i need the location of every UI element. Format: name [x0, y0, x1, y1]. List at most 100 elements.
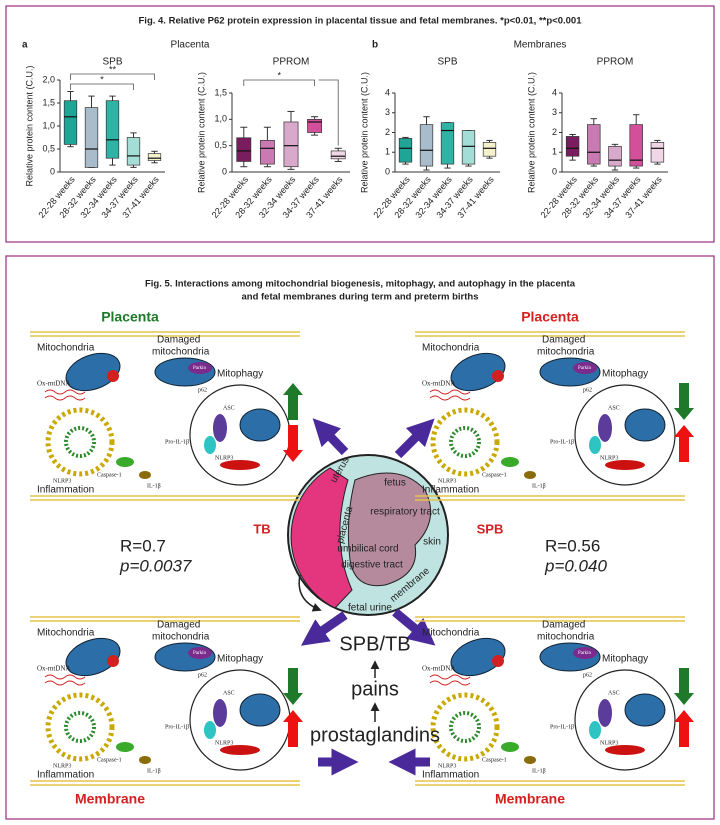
inflammation-label: Inflammation — [37, 770, 94, 781]
fig4-frame — [5, 5, 715, 243]
y-axis-label: Relative protein content (C.U.) — [526, 72, 536, 193]
damaged-label: mitochondria — [537, 347, 595, 358]
significance-bracket — [243, 79, 315, 86]
caspase-blob — [501, 457, 519, 467]
damaged-label: Damaged — [542, 620, 585, 631]
y-axis-label: Relative protein content (C.U.) — [359, 72, 369, 193]
il-blob — [139, 471, 151, 479]
parkin — [573, 362, 597, 374]
y-tick-label: 0,5 — [214, 140, 227, 150]
pro-il-label: Pro-IL-1β — [550, 439, 574, 445]
box — [283, 121, 299, 168]
mitophagy-label: Mitophagy — [217, 654, 263, 665]
nlrp3-protein — [204, 721, 216, 739]
chart-title: SPB — [102, 57, 122, 68]
y-tick-label: 0 — [552, 166, 557, 176]
box — [307, 118, 323, 133]
y-tick-label: 1,0 — [42, 120, 55, 130]
box — [461, 130, 476, 165]
nlrp3-protein — [204, 436, 216, 454]
box — [565, 136, 580, 157]
pro-il-label: Pro-IL-1β — [550, 724, 574, 730]
il-blob — [139, 756, 151, 764]
pro-il-blob — [220, 460, 260, 470]
y-axis-label: Relative protein content (C.U.) — [24, 65, 34, 186]
inflammasome — [45, 407, 115, 477]
box — [330, 150, 346, 160]
caspase-blob — [501, 742, 519, 752]
asc-label: ASC — [223, 690, 235, 696]
cascade-step: SPB/TB — [339, 633, 410, 655]
anatomy-label: respiratory tract — [370, 507, 440, 518]
fig5-title: Fig. 5. Interactions among mitochondrial… — [145, 279, 576, 290]
parkin-label: Parkin — [578, 651, 592, 656]
significance-mark: ** — [109, 64, 117, 74]
panel-heading: Placenta — [101, 309, 159, 325]
box — [587, 124, 601, 165]
cascade-step: prostaglandins — [310, 724, 440, 746]
damaged-label: Damaged — [542, 335, 585, 346]
mitochondria-label: Mitochondria — [37, 628, 95, 639]
p62-label: p62 — [583, 387, 592, 393]
asc — [213, 414, 227, 442]
asc-label: ASC — [608, 405, 620, 411]
p62-label: p62 — [583, 672, 592, 678]
il-label: IL-1β — [147, 768, 161, 774]
inflammation-label: Inflammation — [422, 770, 479, 781]
box — [84, 107, 99, 168]
regulation-arrow-red — [674, 710, 694, 747]
asc — [598, 414, 612, 442]
nlrp3-label: NLRP3 — [53, 478, 71, 484]
regulation-arrow-red — [283, 425, 303, 462]
parkin-label: Parkin — [578, 366, 592, 371]
box — [236, 137, 252, 162]
regulation-arrow-green — [283, 383, 303, 420]
inflammasome — [430, 407, 500, 477]
mitophagy-label: Mitophagy — [217, 369, 263, 380]
box — [398, 138, 413, 163]
purple-arrows — [300, 418, 436, 776]
significance-mark: * — [277, 70, 281, 80]
ox-mtdna-label: Ox-mtDNA — [37, 380, 70, 388]
il-label: IL-1β — [147, 483, 161, 489]
y-tick-label: 1 — [385, 147, 390, 157]
anatomy-label: digestive tract — [341, 560, 403, 571]
mtdna — [492, 370, 504, 382]
p62-label: p62 — [198, 672, 207, 678]
inflammasome-core — [64, 426, 96, 458]
ox-mtdna-label: Ox-mtDNA — [422, 380, 455, 388]
il-blob — [524, 471, 536, 479]
fig4-title: Fig. 4. Relative P62 protein expression … — [139, 16, 583, 27]
mtdna — [107, 655, 119, 667]
pro-il-blob — [220, 745, 260, 755]
pro-il-label: Pro-IL-1β — [165, 439, 189, 445]
fig5-title: and fetal membranes during term and pret… — [241, 292, 478, 303]
mitochondria-label: Mitochondria — [37, 343, 95, 354]
il-label: IL-1β — [532, 768, 546, 774]
box — [419, 124, 434, 167]
nlrp3-protein — [589, 436, 601, 454]
anatomy-label: umbilical cord — [337, 544, 398, 555]
significance-bracket — [318, 79, 339, 146]
pro-il-label: Pro-IL-1β — [165, 724, 189, 730]
regulation-arrow-red — [674, 425, 694, 462]
box — [126, 137, 141, 166]
nlrp3-label: NLRP3 — [53, 763, 71, 769]
caspase-blob — [116, 457, 134, 467]
y-tick-label: 0 — [50, 166, 55, 176]
uterus-diagram — [287, 454, 449, 616]
regulation-arrow-red — [283, 710, 303, 747]
y-tick-label: 4 — [552, 87, 557, 97]
caspase-label: Caspase-1 — [97, 472, 122, 478]
parkin — [188, 362, 212, 374]
asc-label: ASC — [608, 690, 620, 696]
chart-title: PPROM — [273, 57, 310, 68]
box — [105, 100, 120, 159]
parkin — [188, 647, 212, 659]
y-tick-label: 3 — [385, 107, 390, 117]
caspase-label: Caspase-1 — [482, 757, 507, 763]
p-value: p=0.0037 — [119, 556, 192, 575]
box — [629, 124, 643, 167]
